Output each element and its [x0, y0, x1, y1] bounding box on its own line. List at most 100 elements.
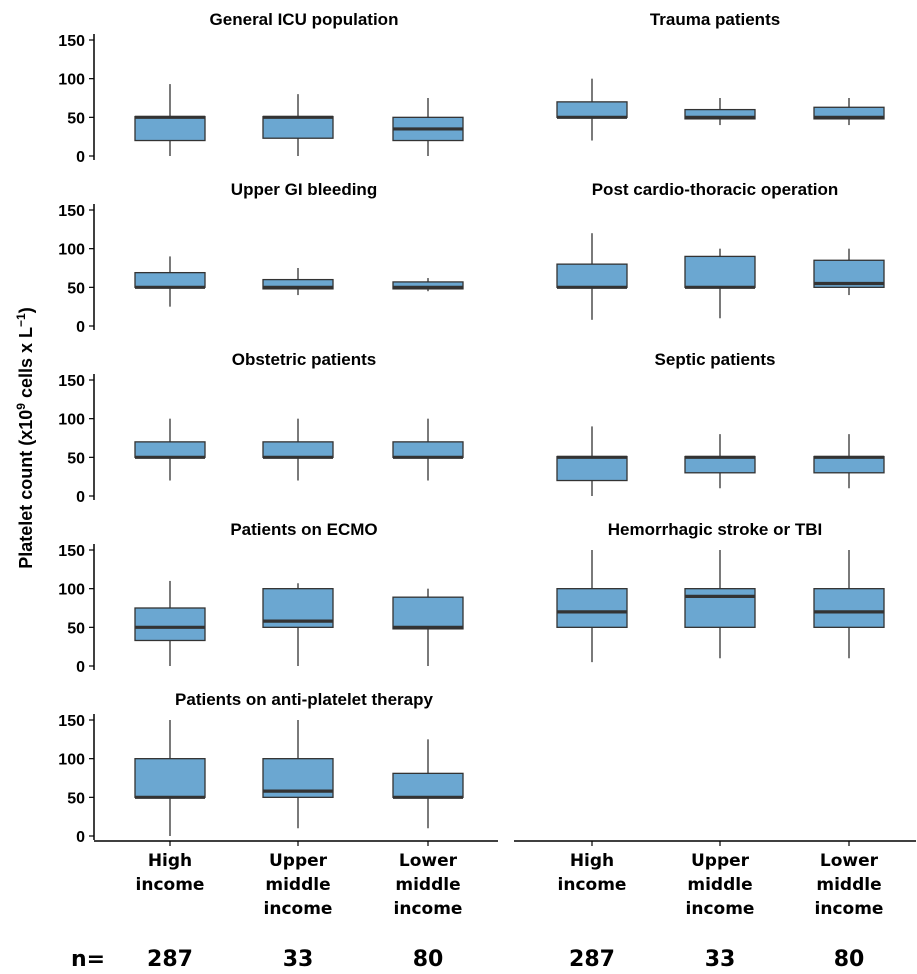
y-tick-label: 50: [67, 280, 85, 297]
panel-4: Post cardio-thoracic operation: [556, 180, 885, 320]
iqr-box: [134, 758, 206, 798]
iqr-box: [813, 588, 885, 628]
iqr-box: [556, 455, 628, 482]
box-2: [262, 268, 334, 296]
x-category-label-line: income: [136, 875, 205, 895]
panel-8: Hemorrhagic stroke or TBI: [556, 520, 885, 663]
iqr-box: [392, 772, 464, 798]
panel-3: Upper GI bleeding 0 50 100 150: [58, 180, 464, 336]
iqr-box: [556, 588, 628, 628]
x-category-label-line: income: [264, 899, 333, 919]
y-tick-label: 100: [58, 752, 85, 769]
n-value: 80: [413, 947, 444, 972]
box-3: [392, 418, 464, 481]
panel-title: Patients on anti-platelet therapy: [175, 690, 433, 709]
n-value: 33: [705, 947, 736, 972]
iqr-box: [262, 441, 334, 458]
iqr-box: [134, 115, 206, 142]
y-axis-label-mid: cells x L: [16, 327, 36, 403]
panel-title: Post cardio-thoracic operation: [592, 180, 839, 199]
iqr-box: [392, 441, 464, 458]
n-value: 33: [283, 947, 314, 972]
y-tick-label: 0: [76, 489, 85, 506]
box-3: [392, 278, 464, 292]
y-tick-label: 50: [67, 620, 85, 637]
y-tick-label: 100: [58, 242, 85, 259]
panel-title: Upper GI bleeding: [231, 180, 377, 199]
box-1: [556, 550, 628, 663]
y-tick-label: 150: [58, 33, 85, 50]
y-tick-label: 0: [76, 829, 85, 846]
box-1: [134, 84, 206, 156]
panel-5: Obstetric patients 0 50 100 150: [58, 350, 464, 506]
y-axis-label-base: Platelet count (x10: [16, 410, 36, 569]
box-1: [134, 720, 206, 836]
y-tick-label: 150: [58, 203, 85, 220]
panel-title: Patients on ECMO: [230, 520, 377, 539]
panel-6: Septic patients: [556, 350, 885, 496]
x-category-label-line: middle: [265, 875, 330, 895]
iqr-box: [813, 455, 885, 474]
x-category-label: Upper middle income: [686, 851, 755, 919]
box-1: [556, 78, 628, 141]
x-category-label: Lower middle income: [815, 851, 884, 919]
x-category-label-line: income: [815, 899, 884, 919]
x-category-label-line: High: [570, 851, 614, 871]
x-category-label-line: High: [148, 851, 192, 871]
n-value: 287: [569, 947, 615, 972]
box-1: [556, 233, 628, 320]
box-3: [813, 550, 885, 659]
box-3: [392, 739, 464, 829]
box-3: [813, 248, 885, 296]
x-category-label-line: middle: [395, 875, 460, 895]
box-2: [684, 550, 756, 659]
box-2: [262, 720, 334, 829]
box-1: [134, 418, 206, 481]
y-tick-label: 100: [58, 72, 85, 89]
panel-title: Hemorrhagic stroke or TBI: [608, 520, 822, 539]
y-tick-label: 150: [58, 713, 85, 730]
panel-1: General ICU population 0 50 100 150: [58, 10, 464, 166]
iqr-box: [262, 115, 334, 139]
panel-title: Septic patients: [655, 350, 776, 369]
box-2: [684, 98, 756, 126]
x-category-label: Lower middle income: [394, 851, 463, 919]
x-category-label-line: income: [558, 875, 627, 895]
y-tick-label: 150: [58, 543, 85, 560]
box-3: [813, 434, 885, 489]
n-value: 287: [147, 947, 193, 972]
y-axis-label-sup2: −1: [14, 313, 28, 327]
panel-7: Patients on ECMO 0 50 100 150: [58, 520, 464, 676]
x-category-label-line: Upper: [691, 851, 750, 871]
y-tick-label: 50: [67, 790, 85, 807]
panel-2: Trauma patients: [556, 10, 885, 141]
panel-title: Obstetric patients: [232, 350, 377, 369]
y-tick-label: 50: [67, 110, 85, 127]
y-tick-label: 150: [58, 373, 85, 390]
x-category-label-line: middle: [816, 875, 881, 895]
box-2: [262, 418, 334, 481]
y-axis-label: Platelet count (x109 cells x L−1): [14, 307, 36, 568]
box-2: [262, 94, 334, 156]
x-category-label: High income: [136, 851, 205, 895]
panel-9: Patients on anti-platelet therapy 0 50 100 1…: [58, 690, 464, 846]
box-1: [134, 256, 206, 307]
box-1: [556, 426, 628, 496]
n-prefix-label: n=: [71, 947, 105, 972]
y-tick-label: 50: [67, 450, 85, 467]
box-2: [684, 248, 756, 319]
x-category-label-line: Lower: [399, 851, 458, 871]
x-category-label: High income: [558, 851, 627, 895]
y-tick-label: 0: [76, 149, 85, 166]
iqr-box: [134, 441, 206, 458]
iqr-box: [556, 101, 628, 118]
iqr-box: [556, 263, 628, 288]
n-value: 80: [834, 947, 865, 972]
box-2: [262, 583, 334, 666]
x-category-label-line: income: [686, 899, 755, 919]
x-category-label-line: middle: [687, 875, 752, 895]
box-3: [392, 588, 464, 666]
iqr-box: [684, 255, 756, 288]
panels-layer: General ICU population 0 50 100 150 Trauma pa…: [58, 10, 885, 846]
y-axis-label-sup1: 9: [14, 403, 28, 410]
